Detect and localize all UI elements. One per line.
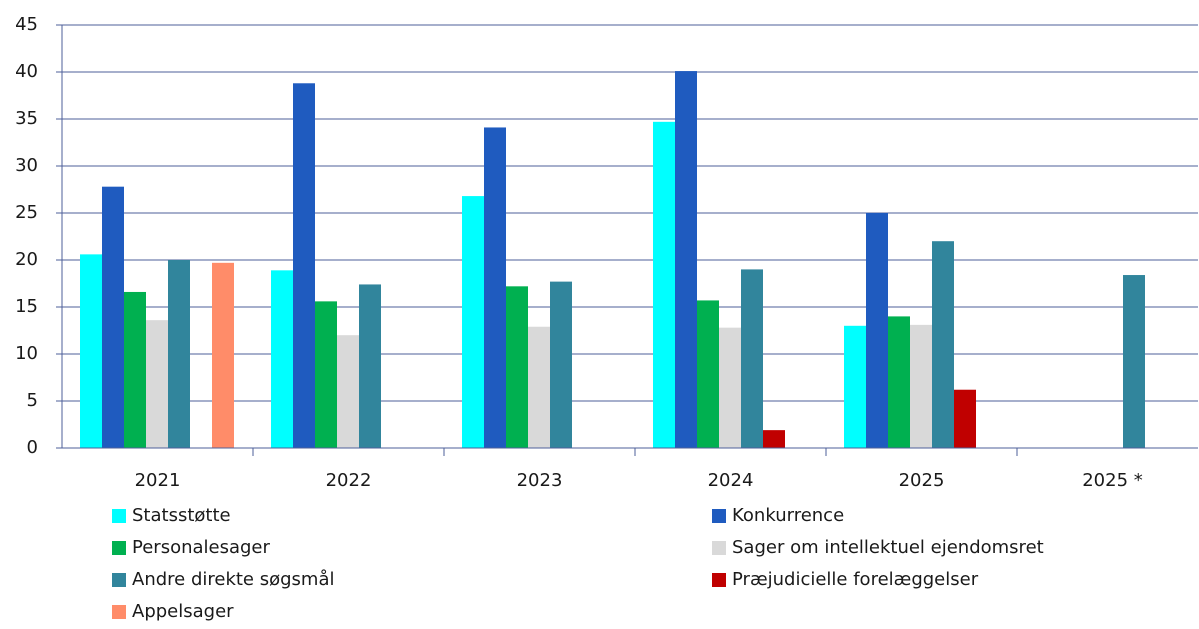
bar xyxy=(697,300,719,448)
y-tick-label: 20 xyxy=(15,249,38,270)
x-tick-label: 2021 xyxy=(135,470,181,491)
bar xyxy=(741,269,763,448)
bar xyxy=(910,324,932,448)
x-tick-label: 2023 xyxy=(517,470,563,491)
bar xyxy=(763,430,785,448)
bar xyxy=(484,127,506,449)
legend-label: Sager om intellektuel ejendomsret xyxy=(732,537,1044,558)
bar xyxy=(528,326,550,448)
legend-label: Appelsager xyxy=(132,601,234,622)
bar xyxy=(954,389,976,448)
y-tick-label: 25 xyxy=(15,202,38,223)
y-tick-label: 40 xyxy=(15,61,38,82)
bar xyxy=(932,241,954,448)
legend-swatch xyxy=(712,509,726,523)
bar xyxy=(653,121,675,448)
bar xyxy=(124,291,146,448)
legend-label: Præjudicielle forelæggelser xyxy=(732,569,979,590)
bar xyxy=(462,196,484,448)
bar xyxy=(675,71,697,448)
legend-swatch xyxy=(112,509,126,523)
bar xyxy=(719,327,741,448)
legend-label: Andre direkte søgsmål xyxy=(132,569,335,590)
bar xyxy=(293,83,315,448)
x-tick-label: 2025 * xyxy=(1082,470,1143,491)
legend-swatch xyxy=(112,541,126,555)
bar xyxy=(271,270,293,448)
bar xyxy=(550,281,572,448)
bar xyxy=(80,254,102,448)
x-tick-label: 2024 xyxy=(708,470,754,491)
bar xyxy=(212,262,234,448)
legend-swatch xyxy=(112,573,126,587)
y-tick-label: 0 xyxy=(27,437,38,458)
bar xyxy=(866,213,888,448)
bar xyxy=(506,286,528,448)
x-tick-label: 2025 xyxy=(899,470,945,491)
y-tick-label: 10 xyxy=(15,343,38,364)
bar xyxy=(359,284,381,448)
y-tick-label: 45 xyxy=(15,14,38,35)
bar xyxy=(315,301,337,448)
bar xyxy=(1123,275,1145,448)
legend-label: Konkurrence xyxy=(732,505,844,526)
legend-label: Statsstøtte xyxy=(132,505,231,526)
bar xyxy=(146,320,168,448)
x-tick-label: 2022 xyxy=(326,470,372,491)
legend-label: Personalesager xyxy=(132,537,271,558)
bar xyxy=(888,316,910,448)
legend-swatch xyxy=(712,573,726,587)
bar xyxy=(168,260,190,448)
y-tick-label: 5 xyxy=(27,390,38,411)
bar xyxy=(844,325,866,448)
legend-swatch xyxy=(712,541,726,555)
bar xyxy=(337,335,359,448)
y-tick-label: 30 xyxy=(15,155,38,176)
y-tick-label: 15 xyxy=(15,296,38,317)
legend-swatch xyxy=(112,605,126,619)
bar xyxy=(102,186,124,448)
y-tick-label: 35 xyxy=(15,108,38,129)
